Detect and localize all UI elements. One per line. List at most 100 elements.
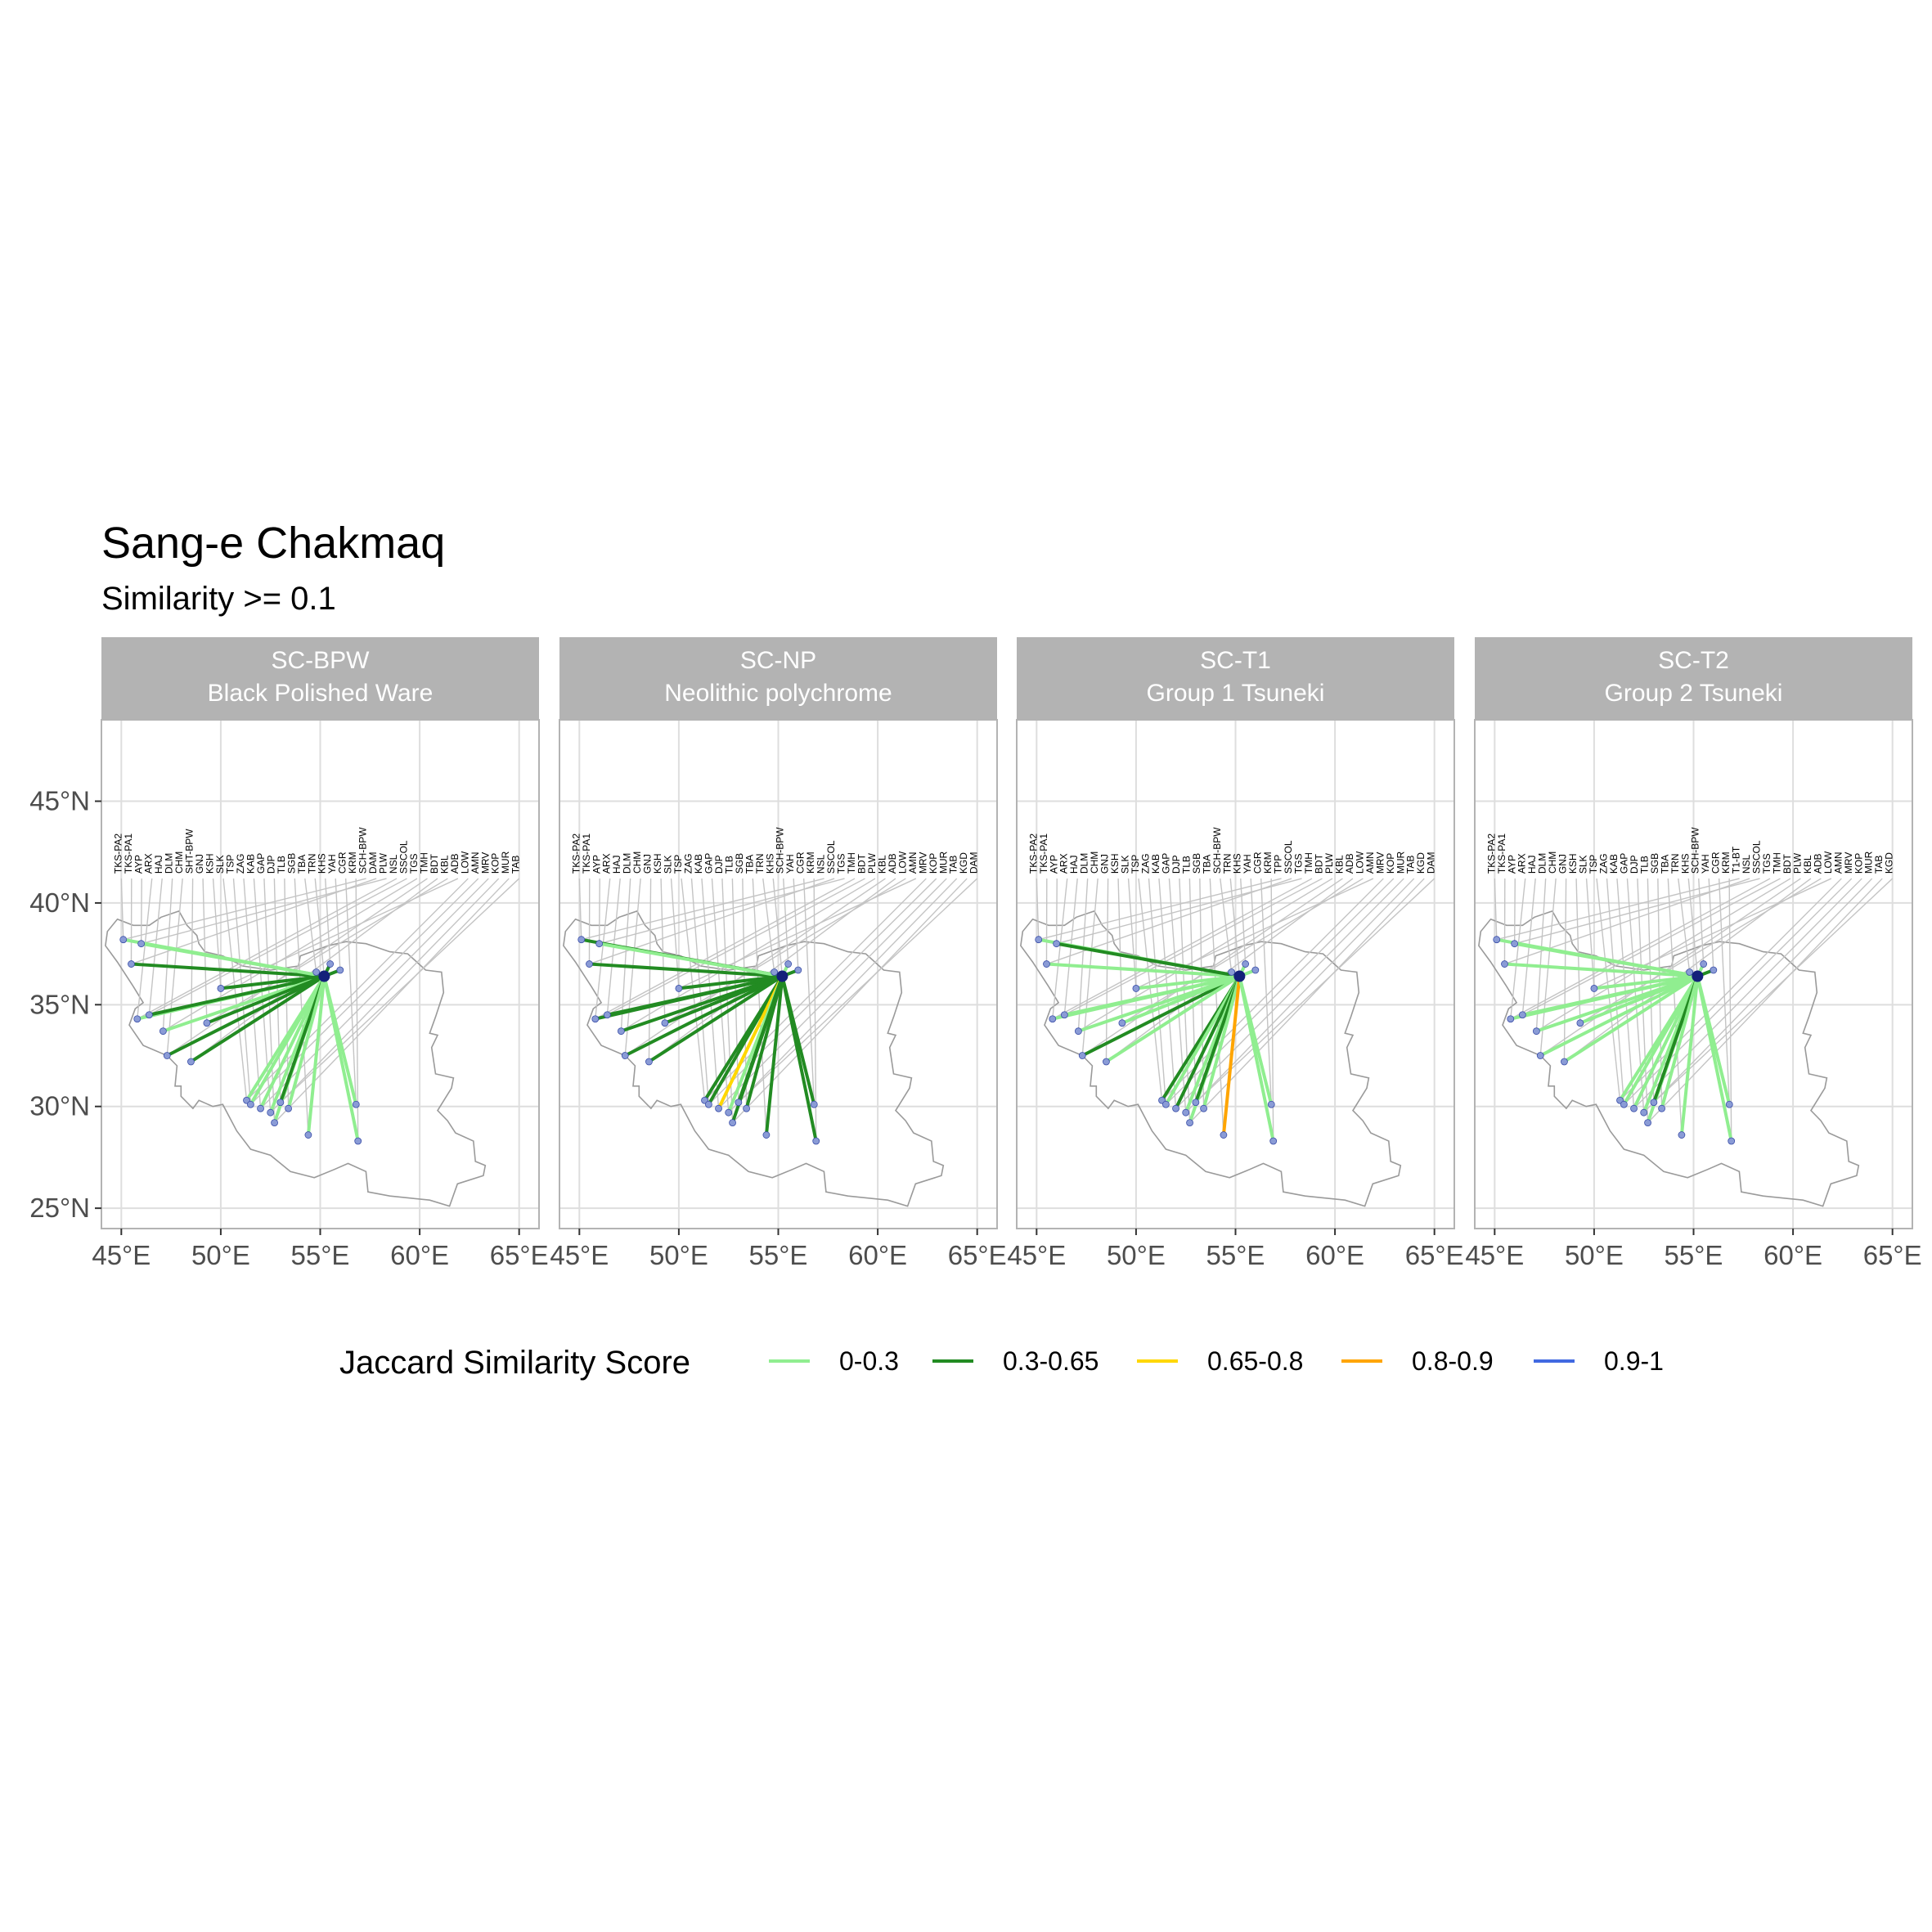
- y-tick-label: 45°N: [29, 786, 90, 816]
- legend-label: 0.3-0.65: [1003, 1346, 1099, 1376]
- similarity-link: [744, 974, 784, 1111]
- site-label: TGS: [1293, 853, 1305, 874]
- leader-line: [120, 878, 124, 940]
- site-point: [1220, 1131, 1228, 1139]
- site-point: [354, 1137, 362, 1145]
- site-point: [1182, 1108, 1190, 1117]
- site-label: DAM: [968, 851, 980, 874]
- legend-label: 0.65-0.8: [1207, 1346, 1303, 1376]
- site-point: [729, 1119, 736, 1127]
- site-label: KHS: [317, 853, 328, 874]
- site-point: [1132, 985, 1140, 992]
- chart-subtitle: Similarity >= 0.1: [101, 581, 336, 617]
- site-point: [1172, 1104, 1179, 1112]
- site-label: SGB: [1649, 853, 1660, 874]
- site-label: SGB: [285, 853, 297, 874]
- leader-line: [802, 878, 815, 1105]
- site-label: LOW: [1822, 851, 1834, 874]
- leader-line: [1056, 878, 1302, 945]
- leader-line: [1606, 878, 1625, 1105]
- x-tick-label: 60°E: [1305, 1240, 1364, 1270]
- leader-line: [1728, 878, 1732, 1142]
- site-point: [603, 1011, 611, 1019]
- site-point: [271, 1119, 278, 1127]
- site-label: BDT: [429, 853, 440, 874]
- leader-line: [1653, 878, 1894, 1103]
- site-point: [1644, 1119, 1651, 1127]
- source-site-point: [318, 970, 330, 982]
- leader-line: [1078, 878, 1333, 1032]
- strip-background: [559, 637, 997, 720]
- site-label: ARX: [1516, 853, 1528, 874]
- site-point: [246, 1100, 254, 1108]
- site-point: [203, 1019, 211, 1027]
- site-point: [1710, 966, 1718, 974]
- site-point: [1650, 1099, 1658, 1107]
- y-tick-label: 30°N: [29, 1091, 90, 1121]
- site-point: [1590, 985, 1598, 992]
- site-point: [336, 966, 344, 974]
- country-outline: [1478, 910, 1860, 1207]
- facet-panel: SC-T2 Group 2 Tsuneki TKS-PA2TKS-PA1AYPARX…: [1465, 637, 1922, 1270]
- leader-line: [137, 878, 398, 1020]
- similarity-link: [258, 974, 326, 1111]
- leader-line: [1135, 878, 1374, 990]
- similarity-link: [1081, 974, 1242, 1058]
- site-label: KOP: [1385, 853, 1396, 874]
- leader-line: [1494, 878, 1498, 940]
- site-label: TMH: [1771, 852, 1782, 874]
- site-label: KSH: [652, 853, 663, 874]
- site-point: [771, 968, 779, 976]
- site-point: [326, 960, 335, 968]
- site-point: [1518, 1011, 1526, 1019]
- leader-line: [1064, 878, 1323, 1016]
- x-tick-label: 65°E: [1405, 1240, 1464, 1270]
- x-tick-label: 60°E: [1764, 1240, 1822, 1270]
- site-label: AMN: [1364, 851, 1376, 874]
- site-label: SSCOL: [1751, 840, 1763, 874]
- leader-line: [1250, 878, 1256, 971]
- site-label: TLB: [276, 856, 287, 874]
- site-label: DLM: [164, 853, 175, 874]
- site-point: [1035, 936, 1043, 944]
- site-point: [1228, 968, 1236, 976]
- site-point: [1242, 960, 1250, 968]
- site-point: [1074, 1027, 1082, 1036]
- leader-line: [190, 878, 194, 1062]
- x-tick-label: 45°E: [1007, 1240, 1066, 1270]
- site-label: TKS-PA2: [112, 833, 124, 874]
- site-point: [187, 1058, 195, 1066]
- site-label: KBL: [1333, 855, 1345, 874]
- site-label: CGR: [795, 851, 806, 874]
- leader-line: [678, 878, 917, 990]
- site-label: CHM: [173, 851, 185, 874]
- strip-background: [1017, 637, 1454, 720]
- site-label: GAP: [703, 853, 714, 874]
- leader-line: [163, 878, 418, 1032]
- chart-title: Sang-e Chakmaq: [101, 519, 445, 568]
- site-point: [577, 936, 586, 944]
- site-label: SLK: [1120, 855, 1131, 874]
- leader-line: [123, 878, 366, 941]
- site-point: [1658, 1104, 1665, 1112]
- site-label: HAJ: [611, 855, 622, 874]
- similarity-link: [204, 974, 326, 1025]
- site-label: AYP: [591, 855, 602, 874]
- similarity-link: [1104, 974, 1242, 1063]
- site-label: TAB: [510, 856, 522, 874]
- strip-subtitle: Black Polished Ware: [208, 680, 434, 707]
- site-label: TKS-PA1: [1496, 833, 1507, 874]
- site-point: [352, 1100, 360, 1108]
- leader-line: [355, 878, 359, 1142]
- leader-line: [1036, 878, 1040, 940]
- leader-line: [294, 878, 309, 1135]
- leader-line: [772, 878, 784, 977]
- similarity-link: [1174, 974, 1242, 1111]
- site-label: NSL: [388, 854, 399, 874]
- site-label: LOW: [896, 851, 908, 874]
- similarity-link: [605, 974, 784, 1017]
- leader-line: [1536, 878, 1791, 1032]
- site-point: [586, 960, 593, 968]
